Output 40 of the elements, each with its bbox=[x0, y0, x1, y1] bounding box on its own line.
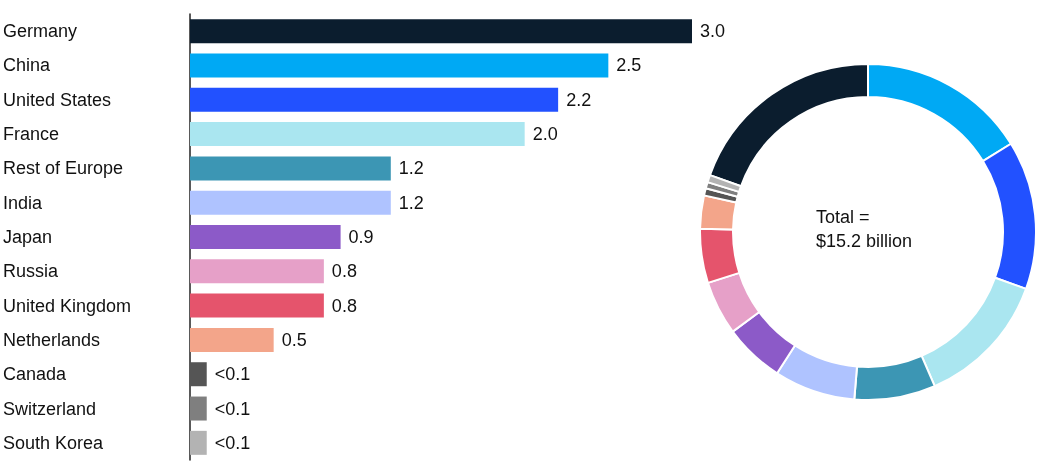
data-label: 1.2 bbox=[398, 192, 424, 213]
y-tick-label: Japan bbox=[3, 227, 53, 247]
data-label: <0.1 bbox=[214, 398, 251, 419]
y-tick-label: France bbox=[3, 124, 60, 145]
bar bbox=[190, 362, 207, 387]
bar bbox=[190, 87, 559, 112]
y-tick-label: Switzerland bbox=[3, 398, 97, 419]
y-tick-label: Rest of Europe bbox=[3, 158, 124, 179]
data-label: 2.2 bbox=[566, 89, 592, 110]
bar bbox=[190, 53, 609, 78]
data-label: 0.8 bbox=[331, 295, 357, 316]
data-label: 0.8 bbox=[331, 261, 357, 282]
data-label: 3.0 bbox=[700, 21, 726, 42]
bar bbox=[190, 259, 324, 284]
data-label: 0.5 bbox=[281, 329, 307, 350]
data-label: <0.1 bbox=[214, 432, 251, 453]
bar bbox=[190, 156, 391, 181]
bar bbox=[190, 293, 324, 318]
data-label: 2.0 bbox=[532, 124, 558, 145]
data-label: 1.2 bbox=[398, 158, 424, 179]
data-label: 2.5 bbox=[616, 55, 642, 76]
bar bbox=[190, 225, 341, 249]
bar bbox=[190, 122, 525, 147]
data-label: 0.9 bbox=[348, 227, 374, 247]
data-label: <0.1 bbox=[214, 364, 251, 385]
y-tick-label: South Korea bbox=[3, 432, 105, 453]
bar bbox=[190, 190, 391, 215]
bar bbox=[190, 327, 274, 352]
bar bbox=[190, 19, 692, 44]
y-tick-label: Germany bbox=[3, 21, 78, 42]
bar bbox=[190, 430, 207, 455]
y-tick-label: United States bbox=[3, 89, 112, 110]
text: Total = $15.2 billion bbox=[815, 207, 913, 251]
y-tick-label: China bbox=[3, 55, 52, 76]
y-tick-label: Canada bbox=[3, 364, 68, 385]
y-tick-label: United Kingdom bbox=[3, 295, 132, 316]
bar bbox=[190, 396, 207, 421]
y-tick-label: Netherlands bbox=[3, 329, 101, 350]
y-tick-label: Russia bbox=[3, 261, 60, 282]
y-tick-label: India bbox=[3, 192, 44, 213]
